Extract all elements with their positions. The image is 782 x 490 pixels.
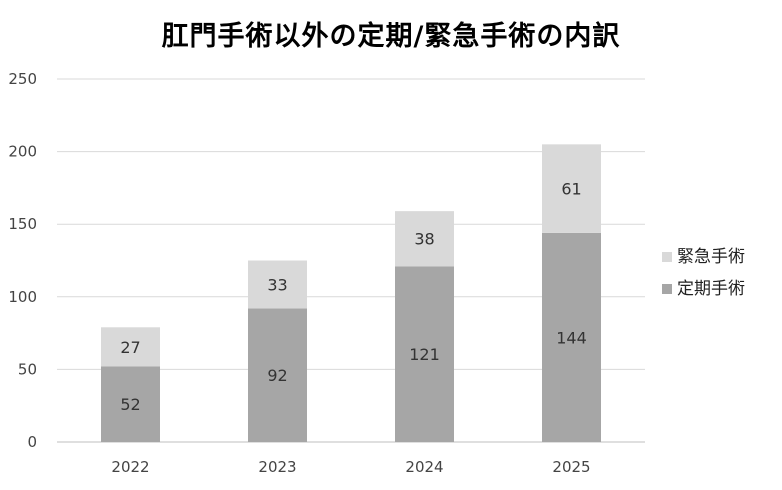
data-label-2024-series-0: 121 <box>409 345 440 364</box>
y-axis-tick-labels: 0 50 100 150 200 250 <box>8 70 37 451</box>
x-tick-label-2025: 2025 <box>552 458 590 476</box>
data-label-2024-series-1: 38 <box>414 230 434 249</box>
legend-label-0: 緊急手術 <box>677 247 745 267</box>
y-tick-label-150: 150 <box>8 215 37 233</box>
y-tick-label-100: 100 <box>8 288 37 306</box>
legend-swatch-1 <box>662 284 672 294</box>
bar-2023-series-0 <box>248 308 307 442</box>
bar-2025-series-1 <box>542 144 601 233</box>
bar-2025-series-0 <box>542 232 601 442</box>
x-axis-tick-labels: 2022 2023 2024 2025 <box>111 458 590 476</box>
x-tick-label-2022: 2022 <box>111 458 149 476</box>
bar-2022-series-1 <box>101 327 160 367</box>
data-label-2022-series-1: 27 <box>120 338 140 357</box>
data-labels: 52 27 92 33 121 38 144 61 <box>120 180 586 415</box>
bar-2023-series-1 <box>248 260 307 309</box>
bar-2024-series-0 <box>395 266 454 442</box>
data-label-2022-series-0: 52 <box>120 395 140 414</box>
bar-2022-series-0 <box>101 366 160 442</box>
y-tick-label-0: 0 <box>27 433 37 451</box>
data-label-2023-series-1: 33 <box>267 275 287 294</box>
data-label-2025-series-0: 144 <box>556 328 587 347</box>
x-tick-label-2024: 2024 <box>405 458 443 476</box>
y-tick-label-50: 50 <box>18 360 37 378</box>
bars <box>101 144 601 442</box>
y-tick-label-250: 250 <box>8 70 37 88</box>
data-label-2023-series-0: 92 <box>267 366 287 385</box>
x-tick-label-2023: 2023 <box>258 458 296 476</box>
y-tick-label-200: 200 <box>8 143 37 161</box>
legend-label-1: 定期手術 <box>677 279 745 299</box>
chart-title: 肛門手術以外の定期/緊急手術の内訳 <box>161 21 621 52</box>
data-label-2025-series-1: 61 <box>561 180 581 199</box>
legend-swatch-0 <box>662 252 672 262</box>
bar-2024-series-1 <box>395 211 454 267</box>
